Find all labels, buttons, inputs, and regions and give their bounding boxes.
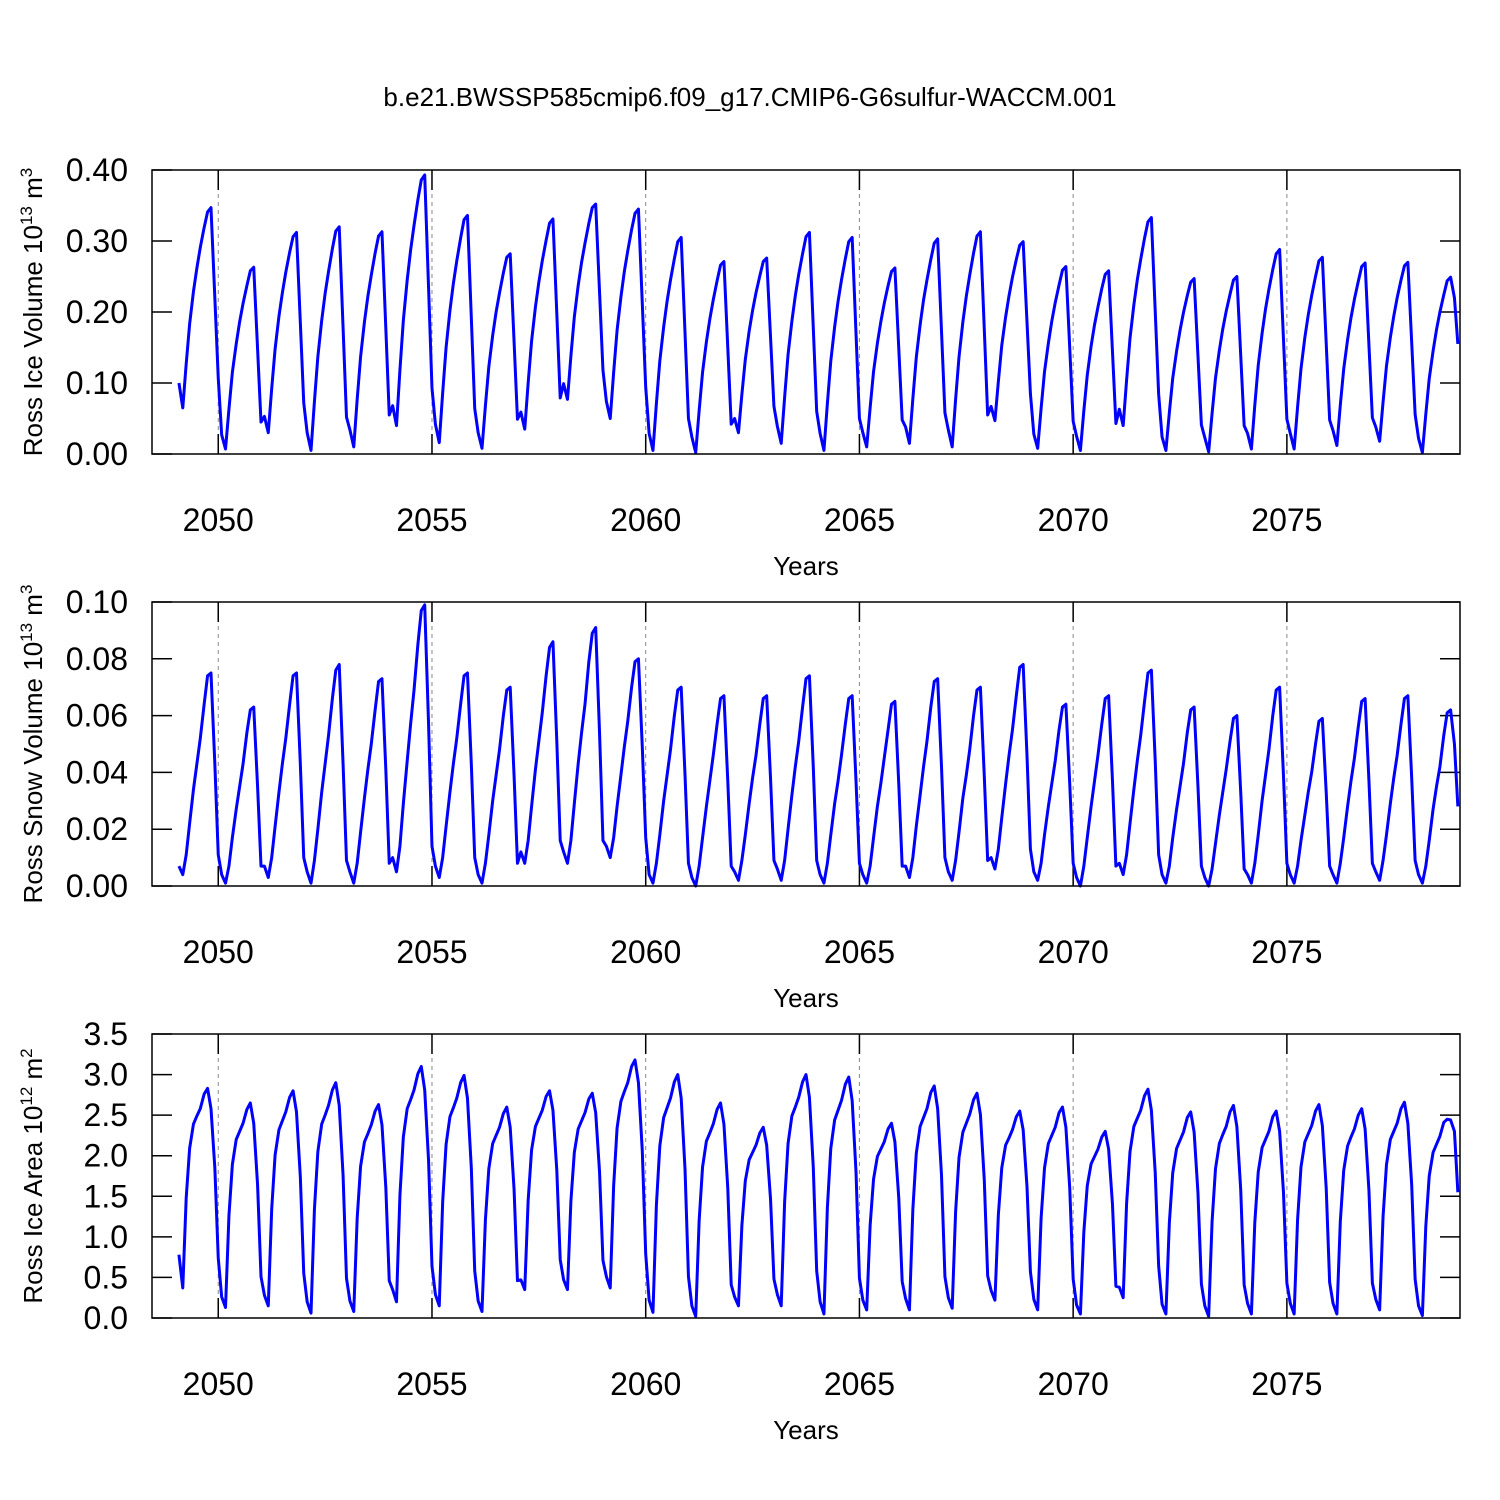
y-axis-label-exponent: 3 xyxy=(17,168,36,177)
x-axis-label: Years xyxy=(773,983,839,1013)
y-tick-label: 0.20 xyxy=(66,294,128,330)
y-axis-label-exponent: 3 xyxy=(17,585,36,594)
chart-title: b.e21.BWSSP585cmip6.f09_g17.CMIP6-G6sulf… xyxy=(383,82,1116,112)
x-tick-label: 2070 xyxy=(1038,502,1109,538)
y-tick-label: 0.00 xyxy=(66,868,128,904)
plot-frame xyxy=(151,601,1461,887)
y-tick-label: 1.5 xyxy=(84,1178,128,1214)
x-axis-label: Years xyxy=(773,1415,839,1445)
x-tick-label: 2075 xyxy=(1251,502,1322,538)
y-tick-label: 0.04 xyxy=(66,754,128,790)
x-tick-label: 2055 xyxy=(396,502,467,538)
x-tick-label: 2060 xyxy=(610,502,681,538)
y-axis-label: Ross Ice Area 1012 m2 xyxy=(17,1048,48,1303)
y-tick-label: 0.40 xyxy=(66,152,128,188)
x-tick-label: 2070 xyxy=(1038,934,1109,970)
x-tick-label: 2055 xyxy=(396,934,467,970)
y-tick-label: 0.30 xyxy=(66,223,128,259)
y-axis-label-part: Ross Ice Volume 10 xyxy=(18,225,48,456)
y-tick-label: 2.5 xyxy=(84,1097,128,1133)
x-tick-label: 2050 xyxy=(183,502,254,538)
data-line xyxy=(177,173,1460,455)
data-line xyxy=(177,1058,1460,1318)
y-tick-label: 0.10 xyxy=(66,584,128,620)
y-tick-label: 0.00 xyxy=(66,436,128,472)
y-axis-label-part: m xyxy=(18,1058,48,1087)
y-axis-label-exponent: 13 xyxy=(17,206,36,225)
y-tick-label: 0.5 xyxy=(84,1259,128,1295)
y-tick-label: 1.0 xyxy=(84,1219,128,1255)
y-axis-label: Ross Ice Volume 1013 m3 xyxy=(17,168,48,457)
x-tick-label: 2065 xyxy=(824,502,895,538)
y-axis-label-exponent: 2 xyxy=(17,1048,36,1057)
y-axis-label-part: Ross Snow Volume 10 xyxy=(18,642,48,904)
plot-frame xyxy=(151,1033,1461,1319)
y-tick-label: 0.10 xyxy=(66,365,128,401)
y-axis-label-part: Ross Ice Area 10 xyxy=(18,1106,48,1304)
y-tick-label: 3.0 xyxy=(84,1057,128,1093)
y-tick-label: 3.5 xyxy=(84,1016,128,1052)
x-tick-label: 2075 xyxy=(1251,1366,1322,1402)
x-tick-label: 2060 xyxy=(610,1366,681,1402)
x-tick-label: 2050 xyxy=(183,1366,254,1402)
x-tick-label: 2055 xyxy=(396,1366,467,1402)
x-tick-label: 2070 xyxy=(1038,1366,1109,1402)
data-line xyxy=(177,603,1460,888)
plot-frame xyxy=(151,169,1461,455)
x-axis-label: Years xyxy=(773,551,839,581)
y-axis-label-part: m xyxy=(18,594,48,623)
x-tick-label: 2065 xyxy=(824,1366,895,1402)
y-tick-label: 0.0 xyxy=(84,1300,128,1336)
y-tick-label: 2.0 xyxy=(84,1138,128,1174)
x-tick-label: 2065 xyxy=(824,934,895,970)
x-tick-label: 2050 xyxy=(183,934,254,970)
y-axis-label-exponent: 12 xyxy=(17,1087,36,1106)
y-tick-label: 0.06 xyxy=(66,698,128,734)
x-tick-label: 2060 xyxy=(610,934,681,970)
y-tick-label: 0.08 xyxy=(66,641,128,677)
x-tick-label: 2075 xyxy=(1251,934,1322,970)
y-axis-label-part: m xyxy=(18,177,48,206)
y-axis-label-exponent: 13 xyxy=(17,623,36,642)
y-tick-label: 0.02 xyxy=(66,811,128,847)
y-axis-label: Ross Snow Volume 1013 m3 xyxy=(17,585,48,904)
